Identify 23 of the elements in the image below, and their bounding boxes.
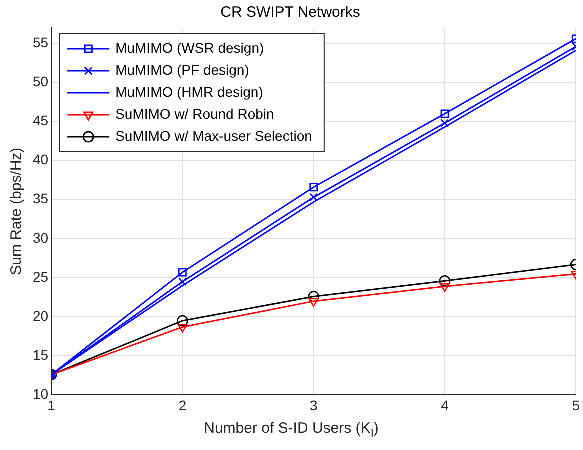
y-tick-label: 30 (32, 230, 49, 246)
y-tick-label: 15 (32, 346, 49, 363)
x-tick-label: 3 (310, 397, 318, 414)
x-tick-label: 5 (572, 397, 580, 414)
legend-label: MuMIMO (WSR design) (116, 40, 264, 56)
legend-label: MuMIMO (HMR design) (116, 84, 264, 100)
y-tick-label: 40 (32, 152, 49, 168)
x-tick-label: 4 (441, 397, 450, 414)
legend-label: SuMIMO w/ Round Robin (116, 106, 274, 122)
x-tick-label: 2 (178, 397, 187, 414)
y-tick-label: 10 (32, 386, 49, 402)
y-tick-label: 35 (32, 190, 49, 207)
x-axis-title: Number of S-ID Users (K$_{I}$) (203, 420, 380, 440)
y-tick-label: 45 (32, 112, 49, 129)
y-tick-label: 20 (32, 308, 49, 324)
y-tick-label: 50 (32, 74, 49, 90)
legend-label: SuMIMO w/ Max-user Selection (116, 128, 312, 144)
y-axis-title: Sum Rate (bps/Hz) (8, 148, 26, 276)
legend-label: MuMIMO (PF design) (116, 62, 250, 78)
x-tick-label: 1 (48, 397, 56, 414)
chart-title: CR SWIPT Networks (220, 4, 360, 22)
y-tick-label: 55 (32, 34, 49, 50)
y-tick-label: 25 (32, 268, 49, 285)
